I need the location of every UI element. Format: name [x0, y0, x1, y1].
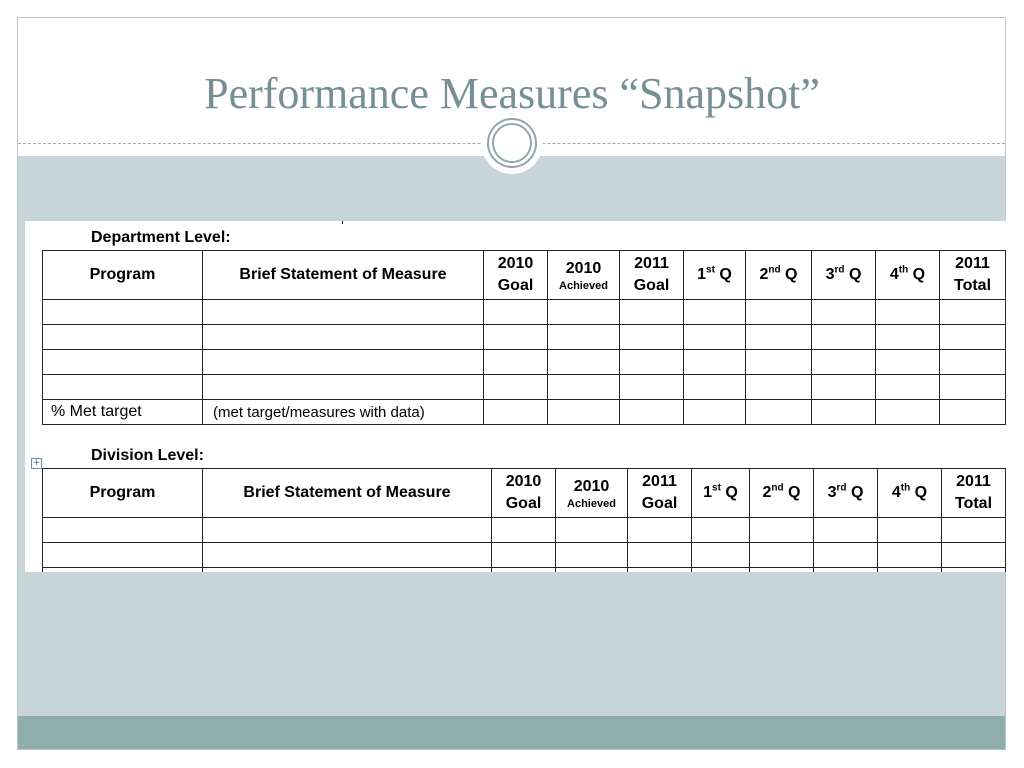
col-2010-achieved: 2010 Achieved	[547, 250, 620, 300]
col-4th-q: 4th Q	[877, 468, 942, 518]
col-2011-total: 2011 Total	[939, 250, 1006, 300]
table-row[interactable]	[42, 299, 1006, 325]
col-program: Program	[42, 250, 203, 300]
col-brief-statement: Brief Statement of Measure	[202, 468, 492, 518]
col-3rd-q: 3rd Q	[813, 468, 878, 518]
division-level-label: Division Level:	[91, 447, 204, 464]
division-table[interactable]: Program Brief Statement of Measure 2010 G…	[42, 468, 1006, 572]
table-move-handle-icon[interactable]: +	[31, 458, 42, 469]
col-2011-total: 2011 Total	[941, 468, 1006, 518]
department-level-label: Department Level:	[91, 229, 231, 246]
table-row[interactable]	[42, 567, 1006, 572]
met-target-note: (met target/measures with data)	[202, 399, 484, 425]
embedded-table-image: Department Level: Program Brief Statemen…	[25, 221, 1006, 572]
col-3rd-q: 3rd Q	[811, 250, 876, 300]
table-row[interactable]	[42, 374, 1006, 400]
footer-band	[18, 716, 1005, 749]
cursor-tick	[342, 221, 343, 224]
col-brief-statement: Brief Statement of Measure	[202, 250, 484, 300]
double-circle-ornament-icon	[481, 112, 543, 174]
col-2nd-q: 2nd Q	[745, 250, 812, 300]
table-row[interactable]	[42, 349, 1006, 375]
col-program: Program	[42, 468, 203, 518]
met-target-row[interactable]: % Met target (met target/measures with d…	[42, 399, 1006, 425]
col-2010-goal: 2010 Goal	[483, 250, 548, 300]
col-1st-q: 1st Q	[683, 250, 746, 300]
col-4th-q: 4th Q	[875, 250, 940, 300]
col-2010-achieved: 2010 Achieved	[555, 468, 628, 518]
col-2nd-q: 2nd Q	[749, 468, 814, 518]
col-2011-goal: 2011 Goal	[627, 468, 692, 518]
department-table[interactable]: Program Brief Statement of Measure 2010 G…	[42, 250, 1006, 425]
col-2010-goal: 2010 Goal	[491, 468, 556, 518]
met-target-label: % Met target	[42, 399, 203, 425]
table-row[interactable]	[42, 324, 1006, 350]
table-row[interactable]	[42, 517, 1006, 543]
division-header-row: Program Brief Statement of Measure 2010 G…	[42, 468, 1006, 518]
col-2011-goal: 2011 Goal	[619, 250, 684, 300]
table-row[interactable]	[42, 542, 1006, 568]
slide-title: Performance Measures “Snapshot”	[204, 69, 820, 118]
col-1st-q: 1st Q	[691, 468, 750, 518]
department-header-row: Program Brief Statement of Measure 2010 G…	[42, 250, 1006, 300]
